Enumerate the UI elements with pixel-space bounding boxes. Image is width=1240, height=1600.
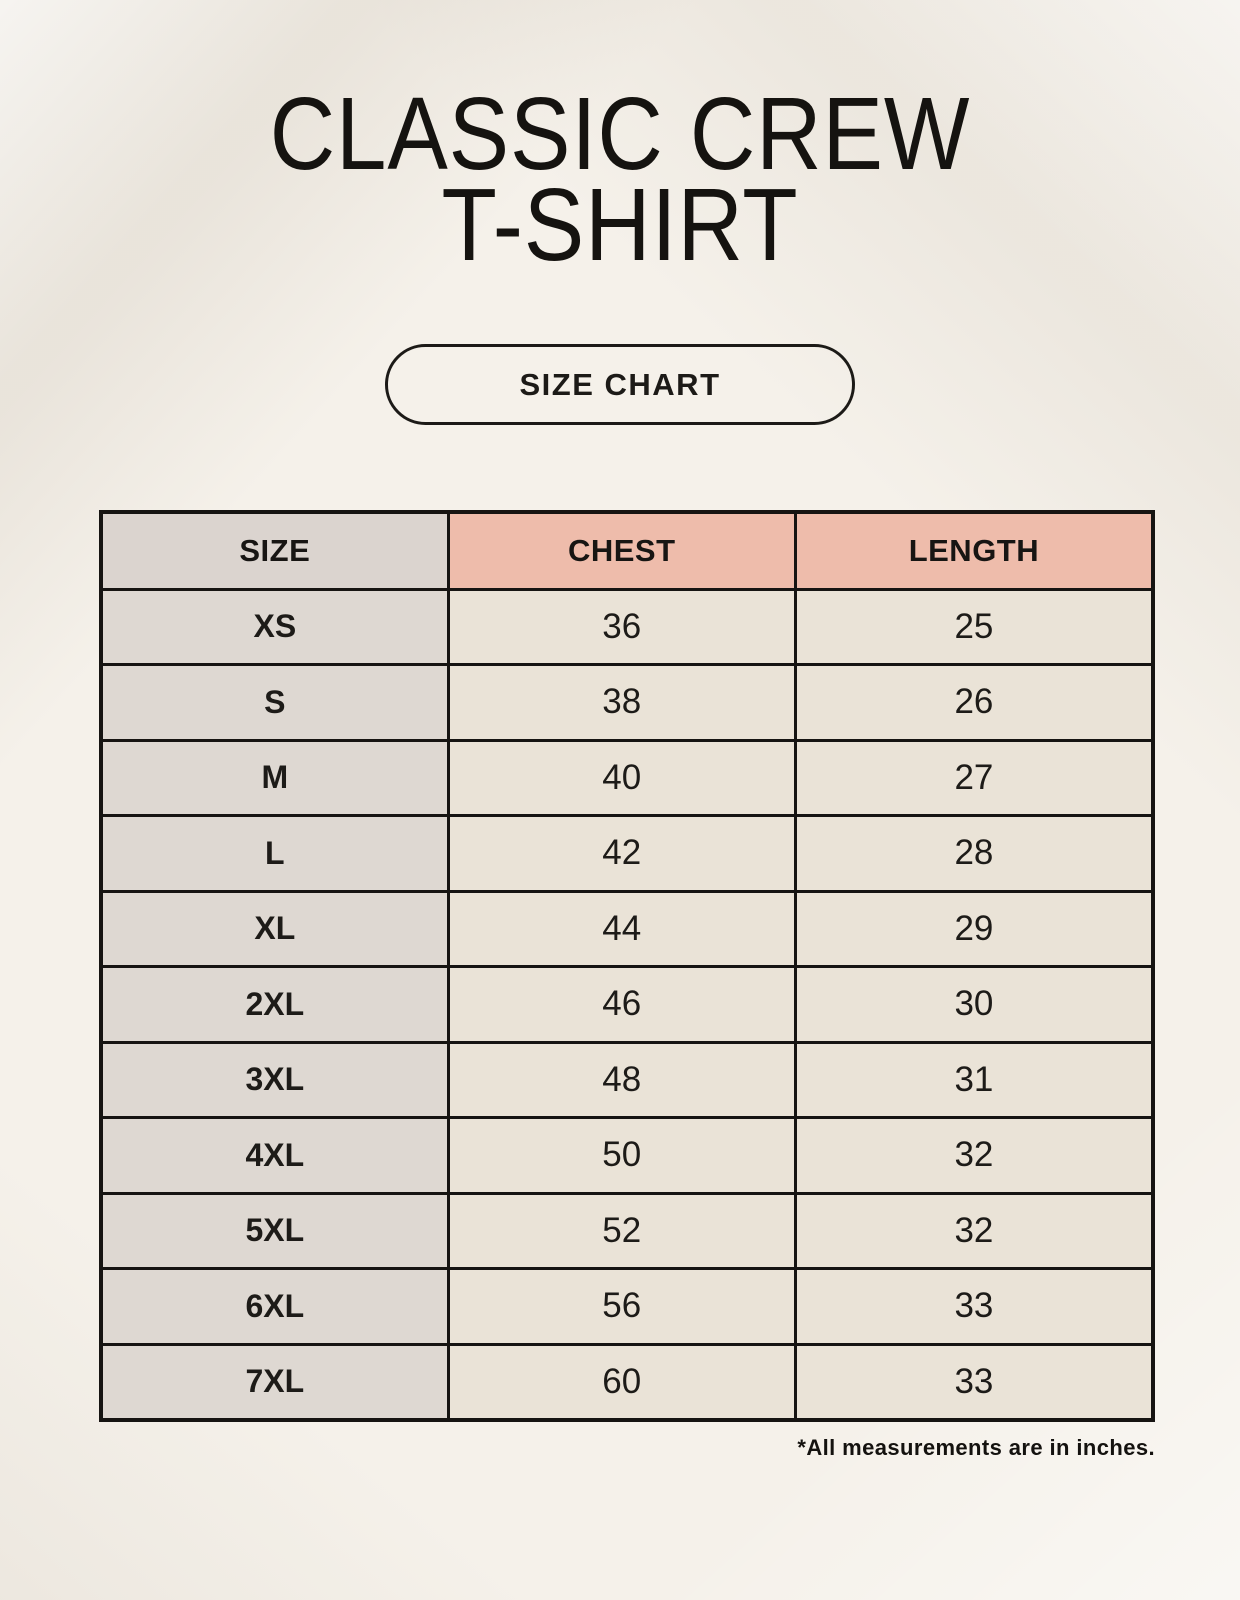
length-cell: 31 bbox=[793, 1040, 1155, 1119]
chest-cell: 44 bbox=[446, 889, 797, 968]
length-cell: 33 bbox=[793, 1342, 1155, 1421]
size-cell: 3XL bbox=[99, 1040, 450, 1119]
table-row-xs: XS 36 25 bbox=[99, 587, 1155, 666]
size-chart-badge-label: SIZE CHART bbox=[519, 366, 721, 402]
length-cell: 32 bbox=[793, 1116, 1155, 1195]
table-row-5xl: 5XL 52 32 bbox=[99, 1191, 1155, 1270]
chest-cell: 60 bbox=[446, 1342, 797, 1421]
header-size: SIZE bbox=[99, 510, 450, 591]
size-cell: XS bbox=[99, 587, 450, 666]
table-row-m: M 40 27 bbox=[99, 738, 1155, 817]
table-row-2xl: 2XL 46 30 bbox=[99, 965, 1155, 1044]
length-cell: 26 bbox=[793, 663, 1155, 742]
chest-cell: 42 bbox=[446, 814, 797, 893]
size-cell: S bbox=[99, 663, 450, 742]
length-cell: 32 bbox=[793, 1191, 1155, 1270]
size-cell: 6XL bbox=[99, 1267, 450, 1346]
table-row-6xl: 6XL 56 33 bbox=[99, 1267, 1155, 1346]
table-row-s: S 38 26 bbox=[99, 663, 1155, 742]
length-cell: 30 bbox=[793, 965, 1155, 1044]
table-row-7xl: 7XL 60 33 bbox=[99, 1342, 1155, 1421]
chest-cell: 56 bbox=[446, 1267, 797, 1346]
size-cell: 2XL bbox=[99, 965, 450, 1044]
table-row-l: L 42 28 bbox=[99, 814, 1155, 893]
chest-cell: 36 bbox=[446, 587, 797, 666]
table-header-row: SIZE CHEST LENGTH bbox=[99, 510, 1155, 591]
title-line-2: T-SHIRT bbox=[441, 167, 799, 282]
page-title: CLASSIC CREW T-SHIRT bbox=[0, 0, 1240, 282]
title-line-1: CLASSIC CREW bbox=[269, 76, 971, 191]
length-cell: 33 bbox=[793, 1267, 1155, 1346]
size-cell: M bbox=[99, 738, 450, 817]
table-row-xl: XL 44 29 bbox=[99, 889, 1155, 968]
size-table: SIZE CHEST LENGTH XS 36 25 S 38 26 M 40 … bbox=[99, 510, 1155, 1422]
size-cell: XL bbox=[99, 889, 450, 968]
chest-cell: 38 bbox=[446, 663, 797, 742]
chest-cell: 40 bbox=[446, 738, 797, 817]
size-cell: 7XL bbox=[99, 1342, 450, 1421]
length-cell: 27 bbox=[793, 738, 1155, 817]
table-row-3xl: 3XL 48 31 bbox=[99, 1040, 1155, 1119]
length-cell: 29 bbox=[793, 889, 1155, 968]
chest-cell: 52 bbox=[446, 1191, 797, 1270]
header-chest: CHEST bbox=[446, 510, 797, 591]
length-cell: 28 bbox=[793, 814, 1155, 893]
chest-cell: 48 bbox=[446, 1040, 797, 1119]
size-cell: 4XL bbox=[99, 1116, 450, 1195]
chest-cell: 50 bbox=[446, 1116, 797, 1195]
measurements-footnote: *All measurements are in inches. bbox=[797, 1434, 1155, 1460]
size-cell: L bbox=[99, 814, 450, 893]
size-chart-badge: SIZE CHART bbox=[385, 344, 855, 425]
chest-cell: 46 bbox=[446, 965, 797, 1044]
table-row-4xl: 4XL 50 32 bbox=[99, 1116, 1155, 1195]
size-cell: 5XL bbox=[99, 1191, 450, 1270]
length-cell: 25 bbox=[793, 587, 1155, 666]
header-length: LENGTH bbox=[793, 510, 1155, 591]
